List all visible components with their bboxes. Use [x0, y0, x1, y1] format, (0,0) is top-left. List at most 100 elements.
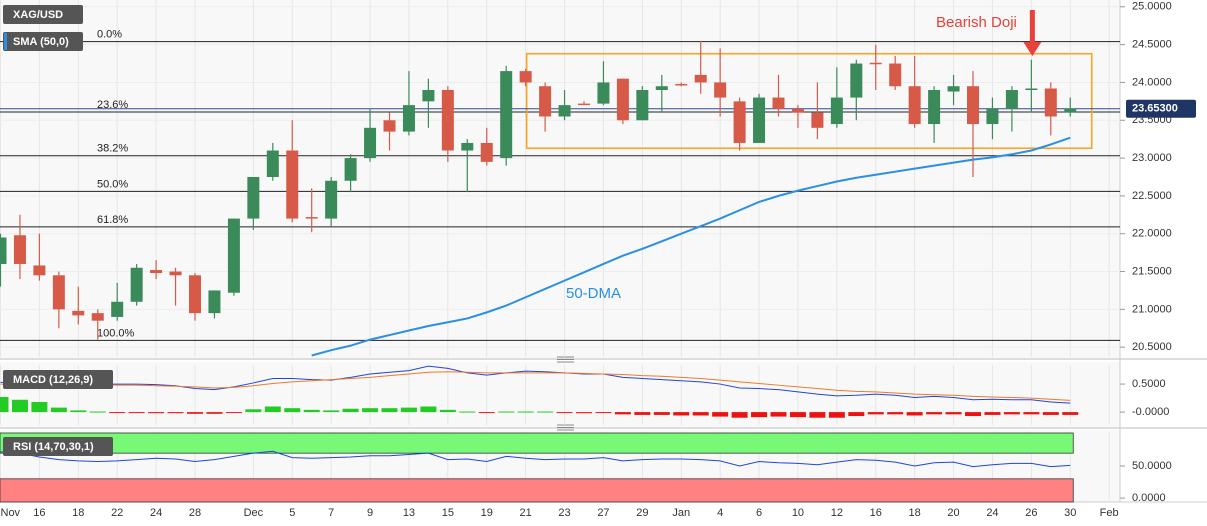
histogram-bar	[89, 411, 106, 413]
annotation-text: 50-DMA	[566, 285, 621, 302]
candle-body	[325, 180, 338, 219]
x-tick-label: 22	[111, 507, 123, 519]
y-tick-label: 25.0000	[1132, 1, 1172, 13]
x-tick-label: 19	[481, 507, 493, 519]
histogram-bar	[1062, 412, 1079, 415]
x-tick-label: 23	[558, 507, 570, 519]
fib-level-label: 0.0%	[97, 29, 122, 41]
x-tick-label: 24	[986, 507, 998, 519]
candle-body	[1005, 90, 1018, 109]
resize-handle[interactable]	[557, 424, 574, 431]
x-tick-label: 5	[289, 507, 295, 519]
y-tick-label: 21.5000	[1132, 265, 1172, 277]
candle-body	[830, 97, 843, 125]
histogram-bar	[400, 407, 417, 413]
histogram-bar	[362, 408, 379, 413]
histogram-bar	[1003, 412, 1020, 415]
y-tick-label: 22.5000	[1132, 190, 1172, 202]
candle-body	[636, 90, 649, 121]
candle-body	[733, 101, 746, 143]
y-tick-label: 23.0000	[1132, 152, 1172, 164]
candle-body	[967, 86, 979, 125]
histogram-bar	[848, 412, 865, 417]
x-tick-label: Dec	[244, 507, 264, 519]
histogram-bar	[284, 408, 301, 413]
candle-body	[130, 267, 143, 302]
candle-body	[13, 235, 26, 264]
legend-box	[3, 32, 83, 51]
rsi-line	[0, 450, 1071, 468]
annotation-text: Bearish Doji	[936, 14, 1017, 31]
candle-body	[597, 82, 610, 104]
x-tick-label: 29	[636, 507, 648, 519]
histogram-bar	[692, 412, 709, 416]
annotation-arrow-head	[1023, 42, 1042, 56]
histogram-bar	[245, 409, 262, 413]
candle-body	[558, 105, 571, 117]
histogram-bar	[187, 412, 203, 414]
histogram-bar	[789, 412, 806, 418]
x-tick-label: 27	[597, 507, 609, 519]
oversold-band	[0, 478, 1074, 503]
histogram-bar	[673, 412, 690, 416]
candle-body	[480, 142, 493, 162]
histogram-bar	[167, 412, 184, 414]
resize-handle[interactable]	[557, 356, 574, 363]
x-tick-label: 4	[717, 507, 723, 519]
histogram-bar	[906, 412, 923, 416]
x-tick-label: 12	[831, 507, 843, 519]
candle-body	[402, 105, 415, 132]
candle-body	[811, 112, 824, 128]
histogram-bar	[303, 409, 320, 413]
candle-body	[694, 74, 707, 83]
candle-body	[869, 62, 882, 65]
candle-body	[344, 158, 357, 181]
histogram-bar	[517, 411, 534, 413]
y-tick-label: 0.0000	[1132, 492, 1166, 504]
candle-body	[305, 217, 318, 219]
candle-body	[655, 86, 668, 91]
histogram-bar	[498, 411, 515, 413]
candle-body	[616, 78, 629, 121]
fib-level-label: 23.6%	[97, 99, 128, 111]
candle-body	[850, 63, 863, 98]
candle-body	[422, 90, 435, 102]
x-tick-label: 18	[909, 507, 921, 519]
y-tick-label: -0.0000	[1132, 406, 1169, 418]
last-price-box	[1126, 99, 1196, 118]
legend-label: MACD (12,26,9)	[13, 374, 93, 386]
candle-body	[169, 271, 182, 276]
x-tick-label: Jan	[672, 507, 690, 519]
histogram-bar	[965, 412, 981, 417]
range-box	[525, 52, 1093, 150]
x-tick-label: 30	[1064, 507, 1076, 519]
candle-body	[500, 71, 513, 159]
histogram-bar	[1042, 412, 1059, 415]
candle-body	[150, 270, 163, 274]
legend-box	[3, 370, 113, 389]
fib-level-label: 61.8%	[97, 214, 128, 226]
fib-level-label: 50.0%	[97, 178, 128, 190]
histogram-bar	[828, 412, 845, 418]
candle-body	[519, 71, 532, 83]
histogram-bar	[342, 408, 359, 413]
y-tick-label: 21.0000	[1132, 303, 1172, 315]
annotation-arrow-shaft	[1029, 10, 1035, 43]
histogram-bar	[1023, 412, 1040, 415]
candle-body	[928, 90, 941, 125]
x-tick-label: 24	[150, 507, 162, 519]
candle-body	[772, 97, 785, 109]
legend-box	[3, 5, 83, 24]
x-tick-label: 21	[520, 507, 532, 519]
histogram-bar	[225, 412, 242, 414]
candle-body	[72, 310, 85, 316]
legend-label: SMA (50,0)	[13, 36, 69, 48]
candle-body	[675, 83, 688, 86]
candle-body	[0, 237, 7, 264]
legend-box	[3, 437, 113, 456]
x-tick-label: 7	[328, 507, 334, 519]
histogram-bar	[576, 412, 592, 414]
x-tick-label: 6	[756, 507, 762, 519]
